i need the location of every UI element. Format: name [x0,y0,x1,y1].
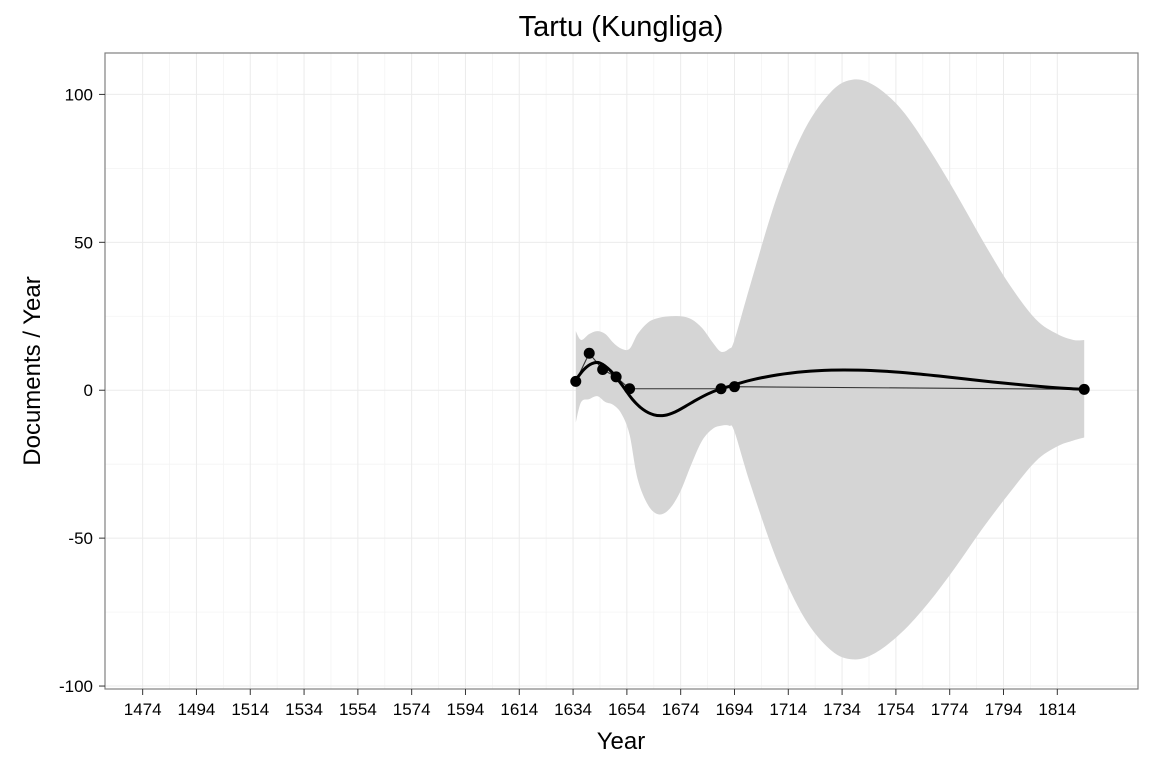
x-tick-label: 1674 [662,700,700,719]
x-axis-title: Year [597,728,646,755]
x-tick-label: 1494 [178,700,216,719]
x-tick-label: 1554 [339,700,377,719]
x-tick-label: 1514 [231,700,269,719]
data-points [570,347,1090,395]
panel [104,52,1139,690]
data-point [610,371,622,383]
x-tick-label: 1814 [1038,700,1076,719]
data-point [597,364,609,376]
y-tick-label: 50 [74,233,93,252]
y-tick-label: 100 [65,85,93,104]
data-point [728,381,740,393]
x-tick-label: 1694 [716,700,754,719]
x-tick-label: 1594 [447,700,485,719]
x-tick-label: 1734 [823,700,861,719]
data-point [583,347,595,359]
x-tick-label: 1654 [608,700,646,719]
y-tick-label: -50 [68,529,93,548]
y-axis: -100 -50 0 50 100 [59,85,105,696]
x-tick-label: 1774 [931,700,969,719]
data-point [715,383,727,395]
y-axis-title: Documents / Year [19,276,46,465]
x-tick-label: 1474 [124,700,162,719]
x-tick-label: 1534 [285,700,323,719]
data-point [1078,383,1090,395]
x-tick-label: 1714 [769,700,807,719]
x-tick-label: 1574 [393,700,431,719]
y-tick-label: -100 [59,677,93,696]
x-tick-label: 1614 [500,700,538,719]
x-tick-label: 1794 [985,700,1023,719]
chart-title: Tartu (Kungliga) [519,11,724,43]
panel-border [104,52,1139,690]
x-tick-label: 1754 [877,700,915,719]
x-axis: 1474 1494 1514 1534 1554 1574 1594 1614 1634 1654… [124,689,1076,719]
y-tick-label: 0 [84,381,93,400]
data-point [570,375,582,387]
x-tick-label: 1634 [554,700,592,719]
data-point [624,383,636,395]
